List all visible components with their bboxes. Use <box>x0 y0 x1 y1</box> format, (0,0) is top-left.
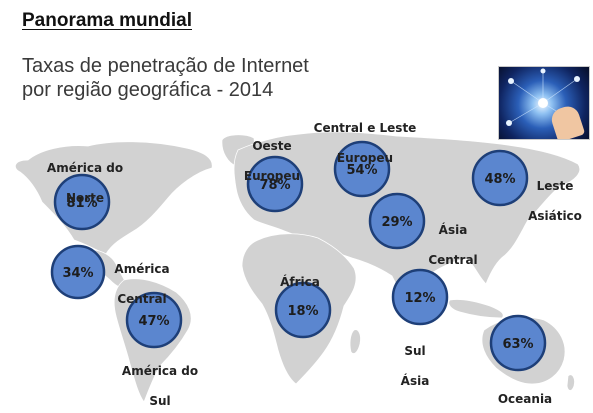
penetration-value-region-1: 34% <box>62 266 93 281</box>
penetration-bubble-region-8 <box>471 149 529 207</box>
southeast-asia-islands-shape <box>448 299 504 319</box>
region-label-america-central: América Central <box>92 247 192 322</box>
region-label-line: Central <box>117 292 167 306</box>
region-label-oeste-europeu: Oeste Europeu <box>232 124 312 199</box>
region-label-line: Oceania <box>497 392 553 406</box>
penetration-value-region-3: 78% <box>259 178 290 193</box>
penetration-bubble-region-1 <box>50 244 106 300</box>
north-america-shape <box>14 141 213 255</box>
region-label-central-leste-europeu: Central e Leste Europeu <box>305 106 425 181</box>
penetration-value-region-9: 63% <box>502 337 533 352</box>
penetration-value-region-5: 29% <box>381 215 412 230</box>
new-zealand-shape <box>566 374 575 391</box>
region-label-line: Central e Leste <box>313 121 417 135</box>
region-label-america-do-norte: América do Norte <box>35 146 135 221</box>
region-label-line: Central <box>428 253 478 267</box>
region-label-line: Leste <box>536 179 574 193</box>
region-label-leste-asiatico: Leste Asiático <box>523 164 587 239</box>
region-label-line: América do <box>121 364 199 378</box>
slide-heading: Panorama mundial <box>22 10 192 31</box>
penetration-bubble-region-9 <box>489 314 547 372</box>
region-label-africa: África <box>270 260 330 305</box>
region-label-line: África <box>280 275 320 289</box>
region-label-line: Sul <box>404 344 426 358</box>
region-label-line: América do <box>46 161 124 175</box>
penetration-value-region-6: 18% <box>287 304 318 319</box>
region-label-line: Ásia <box>438 223 468 237</box>
penetration-value-region-8: 48% <box>484 172 515 187</box>
penetration-value-region-7: 12% <box>404 291 435 306</box>
region-label-line: Norte <box>65 191 105 205</box>
penetration-bubble-region-7 <box>391 268 449 326</box>
penetration-bubble-region-3 <box>246 155 304 213</box>
penetration-bubble-region-4 <box>333 140 391 198</box>
region-label-line: Ásia <box>400 374 430 388</box>
region-label-sul-asia: Sul Ásia <box>390 329 440 404</box>
region-label-line: Sul <box>149 394 171 408</box>
penetration-bubble-region-2 <box>125 291 183 349</box>
region-label-line: Europeu <box>336 151 394 165</box>
subtitle-line-2: por região geográfica - 2014 <box>22 79 274 101</box>
internet-concept-thumbnail <box>498 66 590 140</box>
region-label-line: Asiático <box>528 209 582 223</box>
region-label-line: América <box>114 262 170 276</box>
penetration-value-region-0: 81% <box>66 196 97 211</box>
penetration-bubble-region-5 <box>368 192 426 250</box>
penetration-value-region-4: 54% <box>346 163 377 178</box>
region-label-line: Oeste <box>252 139 292 153</box>
penetration-bubble-region-0 <box>53 173 111 231</box>
region-label-asia-central: Ásia Central <box>418 208 488 283</box>
penetration-value-region-2: 47% <box>138 314 169 329</box>
madagascar-shape <box>349 329 361 354</box>
region-label-oceania: Oceania <box>490 377 560 413</box>
region-label-america-do-sul: América do Sul <box>110 349 210 413</box>
penetration-bubble-region-6 <box>274 281 332 339</box>
chart-subtitle: Taxas de penetração de Internet por regi… <box>22 54 342 102</box>
region-label-line: Europeu <box>243 169 301 183</box>
subtitle-line-1: Taxas de penetração de Internet <box>22 55 309 77</box>
